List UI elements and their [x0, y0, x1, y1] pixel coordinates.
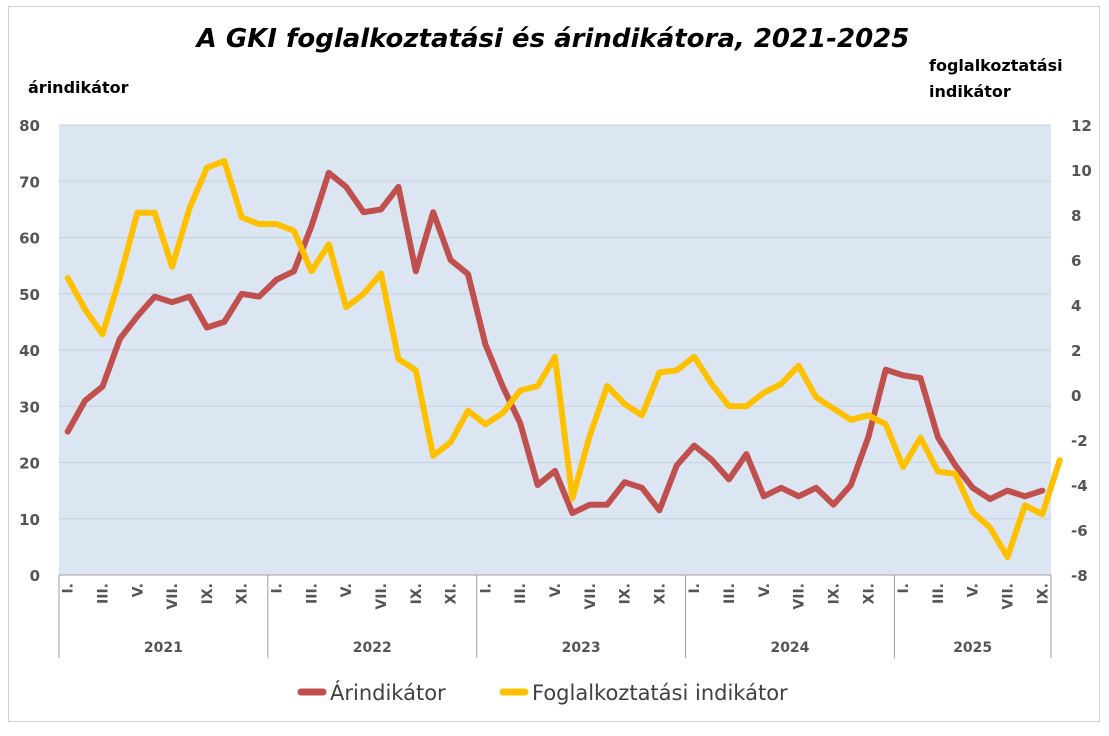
- month-tick-label: I.: [61, 583, 77, 594]
- year-label: 2023: [562, 640, 601, 656]
- month-tick-label: VII.: [583, 583, 599, 610]
- month-tick-label: XI.: [235, 583, 251, 604]
- month-tick-label: IX.: [409, 583, 425, 604]
- right-tick-label: -2: [1071, 432, 1088, 450]
- legend: Árindikátor Foglalkoztatási indikátor: [297, 680, 788, 705]
- month-tick-label: VII.: [1000, 583, 1016, 610]
- month-tick-label: XI.: [652, 583, 668, 604]
- month-tick-label: I.: [687, 583, 703, 594]
- right-tick-label: 4: [1071, 297, 1081, 315]
- month-tick-label: III.: [304, 583, 320, 604]
- left-tick-label: 80: [19, 117, 40, 135]
- left-tick-label: 0: [30, 567, 40, 585]
- right-tick-label: -6: [1071, 522, 1088, 540]
- month-tick-label: V.: [966, 583, 982, 597]
- month-tick-label: VII.: [374, 583, 390, 610]
- month-tick-label: V.: [757, 583, 773, 597]
- month-tick-label: V.: [130, 583, 146, 597]
- month-tick-label: VII.: [792, 583, 808, 610]
- legend-label-foglalkoztatasi: Foglalkoztatási indikátor: [532, 681, 788, 705]
- month-tick-label: I.: [270, 583, 286, 594]
- month-tick-label: IX.: [826, 583, 842, 604]
- chart-frame: [8, 6, 1100, 722]
- right-tick-label: 6: [1071, 252, 1081, 270]
- left-tick-label: 20: [19, 455, 40, 473]
- month-tick-label: IX.: [1035, 583, 1051, 604]
- gridlines: [59, 124, 1051, 520]
- month-tick-label: III.: [96, 583, 112, 604]
- month-tick-label: III.: [513, 583, 529, 604]
- month-tick-label: IX.: [200, 583, 216, 604]
- right-axis-label-line1: foglalkoztatási: [929, 56, 1063, 75]
- right-tick-label: 0: [1071, 387, 1081, 405]
- month-tick-label: XI.: [444, 583, 460, 604]
- left-tick-label: 60: [19, 230, 40, 248]
- series-line-foglalkoztatasi: [64, 158, 1063, 560]
- right-tick-label: 10: [1071, 162, 1092, 180]
- left-tick-label: 70: [19, 173, 40, 191]
- right-tick-label: -4: [1071, 477, 1088, 495]
- month-tick-label: I.: [478, 583, 494, 594]
- right-axis-label-line2: indikátor: [929, 82, 1011, 101]
- left-tick-label: 50: [19, 286, 40, 304]
- month-tick-label: VII.: [165, 583, 181, 610]
- left-tick-label: 40: [19, 342, 40, 360]
- axes: 0 10 20 30 40 50 60 70 80 -8 -6 -4 -2 0 2 4 6 8 10 12 2021 20…: [19, 117, 1092, 658]
- year-label: 2021: [144, 640, 183, 656]
- right-tick-label: 8: [1071, 207, 1081, 225]
- right-tick-label: 12: [1071, 117, 1092, 135]
- left-axis-label: árindikátor: [28, 78, 129, 97]
- left-tick-label: 30: [19, 398, 40, 416]
- month-tick-label: III.: [931, 583, 947, 604]
- month-tick-label: IX.: [618, 583, 634, 604]
- series-lines: [64, 158, 1063, 560]
- year-label: 2024: [770, 640, 809, 656]
- legend-label-arindikator: Árindikátor: [330, 680, 446, 705]
- year-label: 2025: [953, 640, 992, 656]
- month-tick-label: XI.: [861, 583, 877, 604]
- left-tick-label: 10: [19, 511, 40, 529]
- chart-title: A GKI foglalkoztatási és árindikátora, 2…: [195, 24, 910, 54]
- month-tick-label: V.: [339, 583, 355, 597]
- month-tick-label: I.: [896, 583, 912, 594]
- month-tick-label: III.: [722, 583, 738, 604]
- month-tick-label: V.: [548, 583, 564, 597]
- right-tick-label: -8: [1071, 567, 1088, 585]
- right-tick-label: 2: [1071, 342, 1081, 360]
- series-line-arindikator: [64, 169, 1046, 517]
- year-label: 2022: [353, 640, 392, 656]
